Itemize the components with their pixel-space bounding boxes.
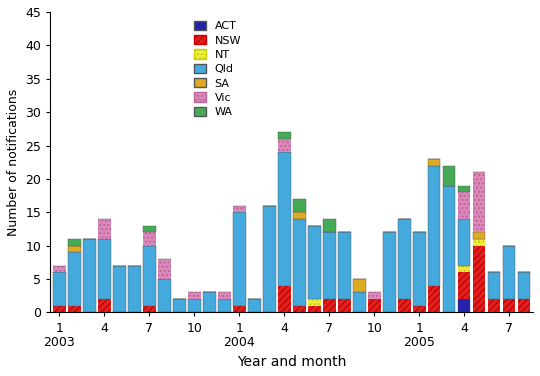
- Bar: [293, 219, 306, 306]
- Bar: [308, 299, 321, 306]
- Bar: [263, 206, 275, 312]
- Bar: [458, 299, 470, 312]
- Bar: [173, 299, 186, 312]
- Bar: [68, 252, 81, 306]
- Bar: [323, 219, 335, 232]
- Bar: [143, 232, 156, 246]
- Bar: [518, 299, 530, 312]
- Bar: [233, 212, 246, 306]
- Bar: [68, 246, 81, 252]
- Bar: [443, 165, 455, 186]
- Legend: ACT, NSW, NT, Qld, SA, Vic, WA: ACT, NSW, NT, Qld, SA, Vic, WA: [191, 18, 244, 121]
- Bar: [143, 226, 156, 232]
- Bar: [98, 299, 111, 312]
- Bar: [458, 192, 470, 219]
- Bar: [488, 299, 501, 312]
- Bar: [428, 159, 441, 165]
- Bar: [503, 246, 516, 299]
- Bar: [398, 299, 410, 312]
- Bar: [98, 219, 111, 239]
- Bar: [68, 239, 81, 246]
- Bar: [458, 266, 470, 272]
- Bar: [113, 266, 126, 312]
- Bar: [503, 299, 516, 312]
- Bar: [368, 299, 381, 312]
- Bar: [188, 299, 201, 312]
- Bar: [472, 232, 485, 239]
- Bar: [338, 299, 350, 312]
- Bar: [158, 259, 171, 279]
- Y-axis label: Number of notifications: Number of notifications: [7, 89, 20, 236]
- Bar: [278, 132, 291, 139]
- Bar: [472, 172, 485, 232]
- Bar: [128, 266, 141, 312]
- Bar: [233, 306, 246, 312]
- Bar: [308, 306, 321, 312]
- Bar: [53, 266, 66, 272]
- Bar: [398, 219, 410, 299]
- Bar: [413, 232, 426, 306]
- Bar: [472, 246, 485, 312]
- Bar: [83, 239, 96, 312]
- Bar: [278, 152, 291, 286]
- Bar: [308, 226, 321, 299]
- Bar: [278, 286, 291, 312]
- Bar: [53, 306, 66, 312]
- Bar: [488, 272, 501, 299]
- Bar: [68, 306, 81, 312]
- Bar: [353, 279, 366, 293]
- X-axis label: Year and month: Year and month: [237, 355, 347, 369]
- Bar: [443, 186, 455, 312]
- Bar: [428, 286, 441, 312]
- Bar: [233, 206, 246, 212]
- Bar: [323, 232, 335, 299]
- Bar: [413, 306, 426, 312]
- Bar: [218, 293, 231, 299]
- Bar: [383, 232, 395, 312]
- Bar: [188, 293, 201, 299]
- Bar: [293, 212, 306, 219]
- Bar: [248, 299, 261, 312]
- Bar: [143, 246, 156, 306]
- Bar: [158, 279, 171, 312]
- Bar: [353, 293, 366, 312]
- Bar: [338, 232, 350, 299]
- Bar: [203, 293, 215, 312]
- Bar: [98, 239, 111, 299]
- Bar: [472, 239, 485, 246]
- Bar: [143, 306, 156, 312]
- Bar: [218, 299, 231, 312]
- Bar: [518, 272, 530, 299]
- Bar: [368, 293, 381, 299]
- Bar: [428, 165, 441, 286]
- Bar: [458, 186, 470, 192]
- Bar: [458, 219, 470, 266]
- Bar: [53, 272, 66, 306]
- Bar: [458, 272, 470, 299]
- Bar: [278, 139, 291, 152]
- Bar: [323, 299, 335, 312]
- Bar: [293, 306, 306, 312]
- Bar: [293, 199, 306, 212]
